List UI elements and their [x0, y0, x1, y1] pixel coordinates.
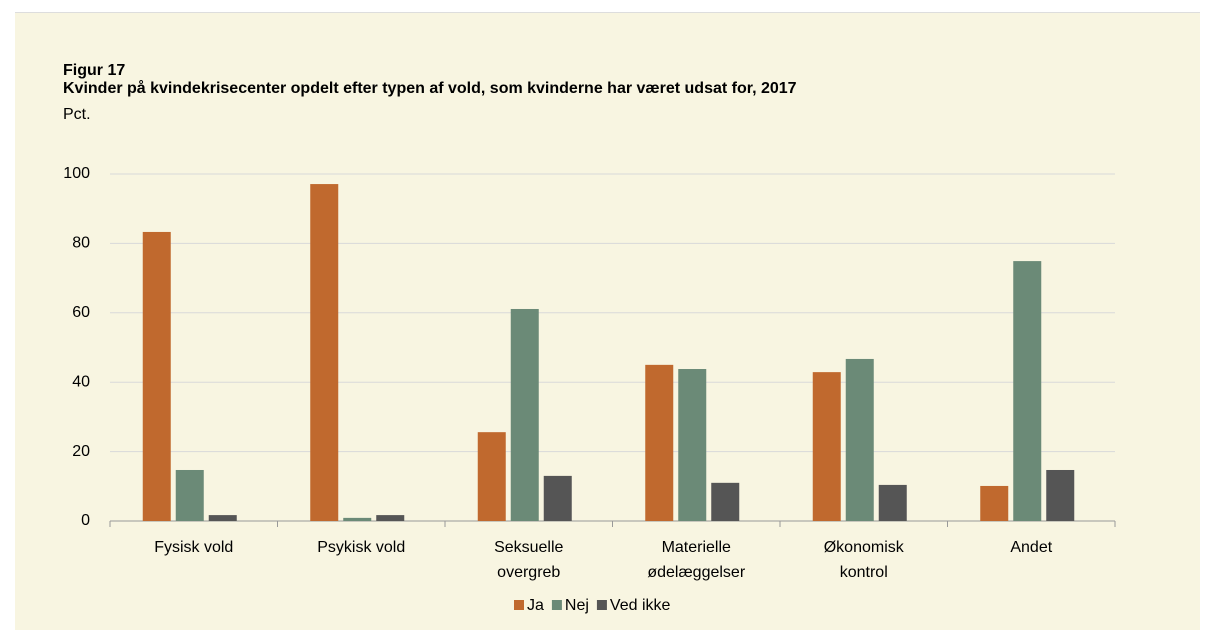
legend-label: Ved ikke — [610, 597, 671, 614]
bar — [310, 184, 339, 522]
y-tick-label: 100 — [63, 165, 90, 182]
legend-label: Ja — [527, 597, 544, 614]
bar — [142, 231, 171, 521]
bar — [208, 515, 237, 521]
legend-swatch — [514, 600, 524, 610]
header: Figur 17 Kvinder på kvindekrisecenter op… — [63, 62, 1018, 124]
bar — [980, 485, 1009, 521]
y-tick-label: 40 — [72, 373, 90, 390]
bar — [845, 358, 874, 521]
bar — [711, 482, 740, 521]
bar — [1046, 469, 1075, 521]
x-tick-label: Materielle ødelæggelser — [647, 539, 746, 581]
bar — [812, 372, 841, 521]
figure-label: Figur 17 — [63, 62, 126, 79]
panel — [15, 12, 1200, 630]
bar — [678, 369, 707, 521]
bar — [376, 515, 405, 521]
y-tick-label: 80 — [72, 235, 90, 252]
x-tick-label: Andet — [1010, 539, 1052, 556]
bar — [543, 475, 572, 521]
legend-label: Nej — [565, 597, 589, 614]
legend-swatch — [551, 600, 562, 610]
bar — [175, 469, 204, 521]
bar — [477, 432, 506, 521]
y-tick-label: 60 — [72, 304, 90, 321]
x-tick-label: Seksuelle overgreb — [494, 539, 563, 581]
x-tick-label: Økonomisk kontrol — [824, 539, 905, 581]
y-axis-label: Pct. — [63, 106, 91, 123]
bar — [1013, 261, 1042, 521]
chart-title: Kvinder på kvindekrisecenter opdelt efte… — [63, 80, 797, 97]
legend-swatch — [596, 600, 607, 610]
y-tick-label: 0 — [81, 512, 90, 529]
bar — [510, 308, 539, 521]
y-tick-label: 20 — [72, 443, 90, 460]
bar — [343, 517, 372, 521]
x-tick-label: Fysisk vold — [154, 539, 233, 556]
x-tick-label: Psykisk vold — [317, 539, 405, 556]
bar — [645, 364, 674, 521]
bar — [878, 484, 907, 521]
